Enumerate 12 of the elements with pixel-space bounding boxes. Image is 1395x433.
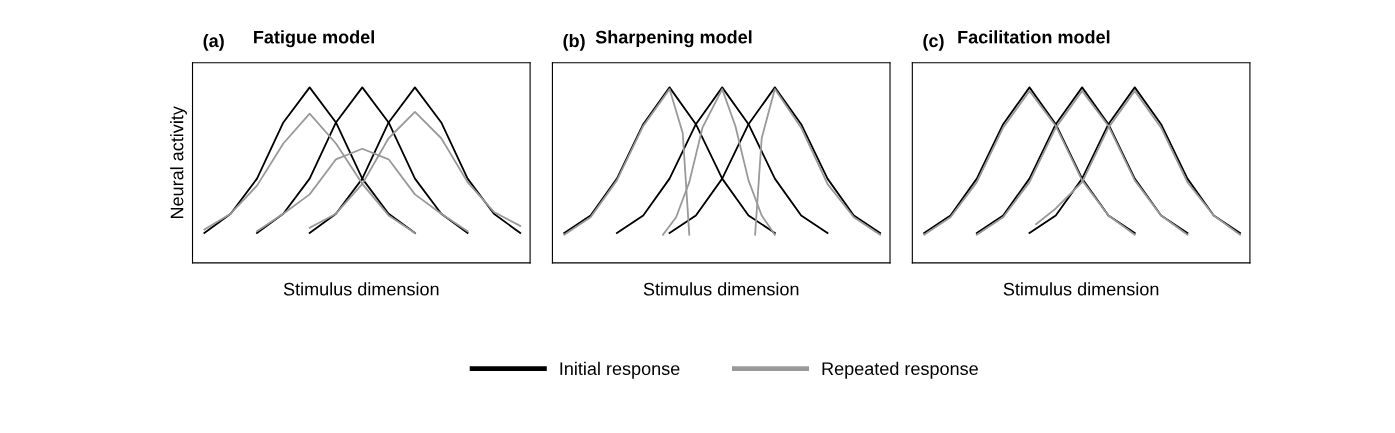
chart-title: Facilitation model	[958, 30, 1110, 44]
legend-label: Repeated response	[822, 361, 978, 379]
text: (c)	[923, 33, 944, 51]
chart-title: Sharpening model	[595, 30, 752, 48]
x-axis-title: Stimulus dimension	[283, 282, 439, 296]
x-axis-title: Stimulus dimension	[643, 282, 799, 296]
x-axis-title: Stimulus dimension	[1003, 282, 1159, 296]
text: (a)	[203, 33, 224, 51]
chart-title: Fatigue model	[254, 30, 374, 48]
text: (b)	[563, 33, 585, 51]
legend-label: Initial response	[560, 361, 680, 379]
y-axis-title: Neural activity	[170, 106, 187, 219]
